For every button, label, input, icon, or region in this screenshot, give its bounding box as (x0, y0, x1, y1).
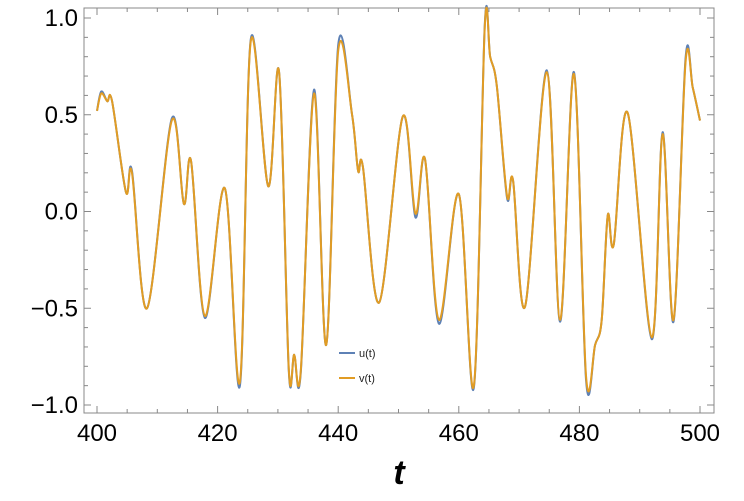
y-tick-label: 0.0 (45, 199, 78, 226)
y-tick-labels: −1.0 −0.5 0.0 0.5 1.0 (31, 5, 78, 419)
x-tick-label: 460 (439, 420, 479, 447)
x-tick-label: 420 (198, 420, 238, 447)
y-tick-label: −1.0 (31, 392, 78, 419)
y-tick-label: 0.5 (45, 102, 78, 129)
legend: u(t) v(t) (339, 348, 376, 385)
series-line-v (96, 6, 701, 393)
x-tick-labels: 400 420 440 460 480 500 (77, 420, 720, 447)
x-tick-label: 440 (318, 420, 358, 447)
legend-label-u: u(t) (359, 348, 376, 360)
x-axis-label: t (393, 454, 406, 492)
axis-ticks (84, 8, 714, 413)
plot-frame (83, 7, 715, 414)
legend-label-v: v(t) (359, 373, 375, 385)
x-tick-label: 400 (77, 420, 117, 447)
x-tick-label: 500 (680, 420, 720, 447)
series-line-u (96, 4, 701, 396)
y-tick-label: −0.5 (31, 295, 78, 322)
series-lines (96, 4, 701, 396)
y-tick-label: 1.0 (45, 5, 78, 32)
x-tick-label: 480 (559, 420, 599, 447)
